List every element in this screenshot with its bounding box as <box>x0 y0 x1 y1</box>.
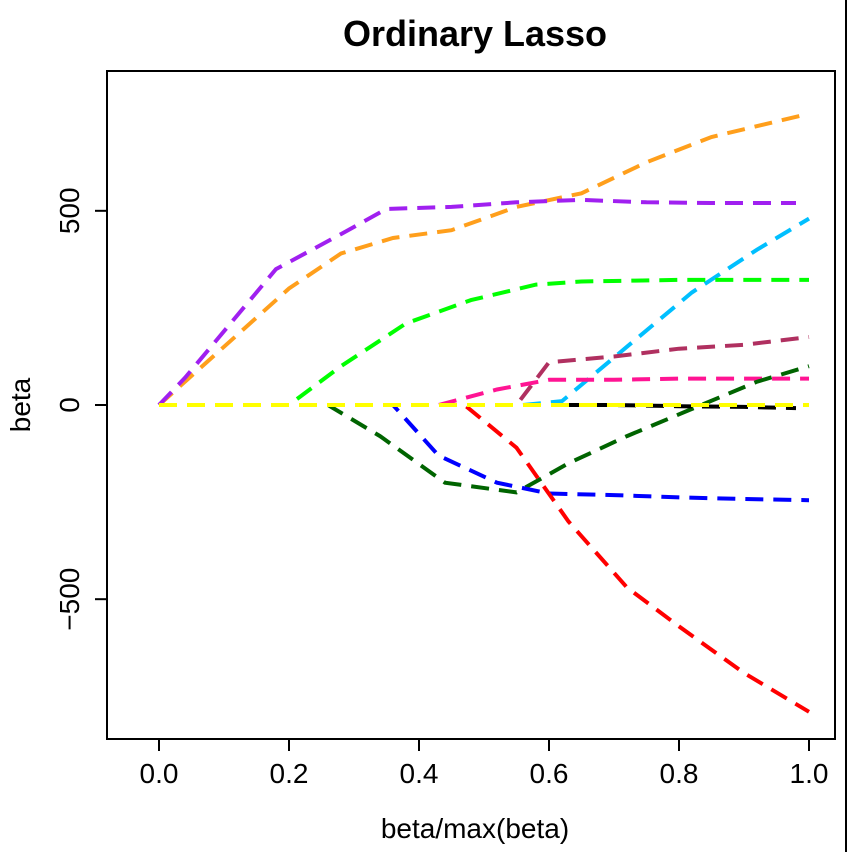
x-axis-label: beta/max(beta) <box>381 813 569 844</box>
y-tick-label: 500 <box>54 187 85 234</box>
series-line-3 <box>159 216 811 407</box>
x-tick-label: 0.2 <box>270 758 309 789</box>
series-line-9 <box>159 403 811 714</box>
y-tick-label: −500 <box>54 568 85 631</box>
x-tick-label: 0.4 <box>400 758 439 789</box>
y-tick-label: 0 <box>54 397 85 413</box>
series-line-5 <box>159 335 810 407</box>
series-line-6 <box>159 376 809 407</box>
x-axis: 0.0 0.2 0.4 0.6 0.8 1.0 <box>140 739 829 789</box>
x-tick-label: 0.6 <box>530 758 569 789</box>
x-tick-label: 0.0 <box>140 758 179 789</box>
y-axis-label: beta <box>5 377 36 432</box>
x-tick-label: 1.0 <box>790 758 829 789</box>
x-tick-label: 0.8 <box>660 758 699 789</box>
plot-area <box>157 111 811 714</box>
series-line-4 <box>159 277 809 407</box>
series-line-8 <box>159 403 810 503</box>
series-line-7 <box>159 364 810 495</box>
chart-title: Ordinary Lasso <box>343 13 607 54</box>
y-axis: −500 0 500 <box>54 187 107 631</box>
series-line-2 <box>157 197 796 407</box>
series-line-1 <box>157 111 810 407</box>
